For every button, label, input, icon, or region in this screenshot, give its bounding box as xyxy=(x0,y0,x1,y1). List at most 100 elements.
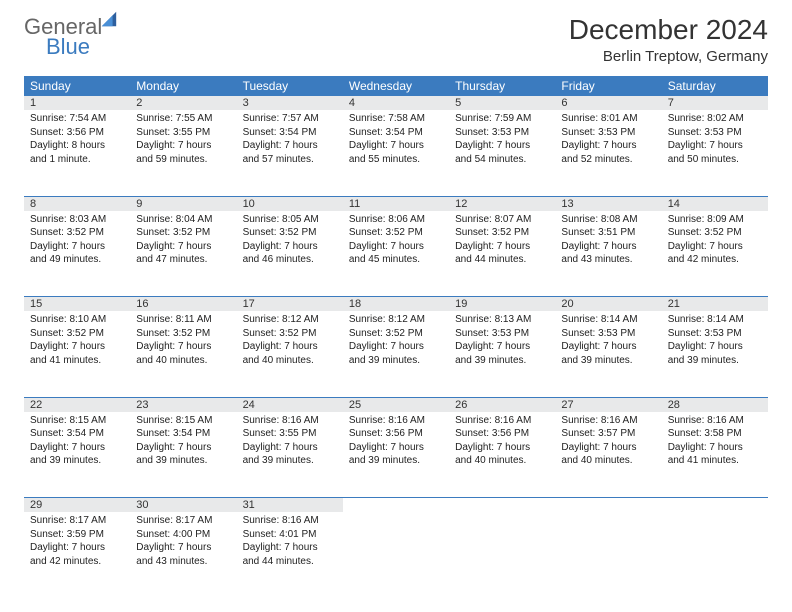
day-number: 25 xyxy=(343,397,449,412)
day-details: Sunrise: 8:04 AMSunset: 3:52 PMDaylight:… xyxy=(132,211,234,267)
day-number: 12 xyxy=(449,196,555,211)
day-cell: Sunrise: 8:03 AMSunset: 3:52 PMDaylight:… xyxy=(24,211,130,297)
day-cell: Sunrise: 8:09 AMSunset: 3:52 PMDaylight:… xyxy=(662,211,768,297)
day-details: Sunrise: 8:02 AMSunset: 3:53 PMDaylight:… xyxy=(664,110,766,166)
day-number: 29 xyxy=(24,498,130,513)
day-number: 22 xyxy=(24,397,130,412)
day-number: 11 xyxy=(343,196,449,211)
day-cell: Sunrise: 8:10 AMSunset: 3:52 PMDaylight:… xyxy=(24,311,130,397)
day-number: 16 xyxy=(130,297,236,312)
day-cell: Sunrise: 7:57 AMSunset: 3:54 PMDaylight:… xyxy=(237,110,343,196)
day-details: Sunrise: 7:55 AMSunset: 3:55 PMDaylight:… xyxy=(132,110,234,166)
day-details: Sunrise: 8:06 AMSunset: 3:52 PMDaylight:… xyxy=(345,211,447,267)
day-number: 10 xyxy=(237,196,343,211)
sail-icon xyxy=(100,10,118,28)
day-cell: Sunrise: 8:16 AMSunset: 3:57 PMDaylight:… xyxy=(555,412,661,498)
weekday-header: Tuesday xyxy=(237,76,343,96)
day-details: Sunrise: 7:54 AMSunset: 3:56 PMDaylight:… xyxy=(26,110,128,166)
page-subtitle: Berlin Treptow, Germany xyxy=(569,48,768,65)
daynum-row: 891011121314 xyxy=(24,196,768,211)
day-number: 1 xyxy=(24,96,130,110)
weekday-header: Sunday xyxy=(24,76,130,96)
day-number: 8 xyxy=(24,196,130,211)
page-title: December 2024 xyxy=(569,14,768,46)
day-details: Sunrise: 8:07 AMSunset: 3:52 PMDaylight:… xyxy=(451,211,553,267)
day-number: 28 xyxy=(662,397,768,412)
calendar-table: Sunday Monday Tuesday Wednesday Thursday… xyxy=(24,76,768,598)
day-number: 13 xyxy=(555,196,661,211)
daynum-row: 293031 xyxy=(24,498,768,513)
day-number: 6 xyxy=(555,96,661,110)
day-number: 2 xyxy=(130,96,236,110)
day-cell: Sunrise: 8:06 AMSunset: 3:52 PMDaylight:… xyxy=(343,211,449,297)
day-cell: Sunrise: 8:17 AMSunset: 3:59 PMDaylight:… xyxy=(24,512,130,598)
day-cell xyxy=(449,512,555,598)
day-number: 30 xyxy=(130,498,236,513)
day-cell: Sunrise: 7:59 AMSunset: 3:53 PMDaylight:… xyxy=(449,110,555,196)
day-details: Sunrise: 8:17 AMSunset: 4:00 PMDaylight:… xyxy=(132,512,234,568)
day-number: 19 xyxy=(449,297,555,312)
day-cell: Sunrise: 8:12 AMSunset: 3:52 PMDaylight:… xyxy=(343,311,449,397)
day-number: 5 xyxy=(449,96,555,110)
day-number: 3 xyxy=(237,96,343,110)
week-row: Sunrise: 8:17 AMSunset: 3:59 PMDaylight:… xyxy=(24,512,768,598)
day-number xyxy=(343,498,449,513)
day-cell: Sunrise: 8:15 AMSunset: 3:54 PMDaylight:… xyxy=(24,412,130,498)
day-cell: Sunrise: 8:17 AMSunset: 4:00 PMDaylight:… xyxy=(130,512,236,598)
day-number: 9 xyxy=(130,196,236,211)
day-details: Sunrise: 8:03 AMSunset: 3:52 PMDaylight:… xyxy=(26,211,128,267)
day-details: Sunrise: 7:57 AMSunset: 3:54 PMDaylight:… xyxy=(239,110,341,166)
day-cell: Sunrise: 8:16 AMSunset: 3:56 PMDaylight:… xyxy=(343,412,449,498)
week-row: Sunrise: 7:54 AMSunset: 3:56 PMDaylight:… xyxy=(24,110,768,196)
day-cell: Sunrise: 8:08 AMSunset: 3:51 PMDaylight:… xyxy=(555,211,661,297)
day-number xyxy=(662,498,768,513)
day-details: Sunrise: 8:15 AMSunset: 3:54 PMDaylight:… xyxy=(132,412,234,468)
day-details: Sunrise: 8:10 AMSunset: 3:52 PMDaylight:… xyxy=(26,311,128,367)
day-number xyxy=(555,498,661,513)
day-cell xyxy=(555,512,661,598)
day-number: 27 xyxy=(555,397,661,412)
weekday-header: Monday xyxy=(130,76,236,96)
day-number: 4 xyxy=(343,96,449,110)
daynum-row: 1234567 xyxy=(24,96,768,110)
day-cell: Sunrise: 7:58 AMSunset: 3:54 PMDaylight:… xyxy=(343,110,449,196)
day-details: Sunrise: 8:13 AMSunset: 3:53 PMDaylight:… xyxy=(451,311,553,367)
day-cell xyxy=(662,512,768,598)
page-header: General Blue December 2024 Berlin Trepto… xyxy=(24,14,768,66)
day-number: 31 xyxy=(237,498,343,513)
title-block: December 2024 Berlin Treptow, Germany xyxy=(569,14,768,65)
day-cell: Sunrise: 8:07 AMSunset: 3:52 PMDaylight:… xyxy=(449,211,555,297)
day-cell: Sunrise: 8:14 AMSunset: 3:53 PMDaylight:… xyxy=(662,311,768,397)
day-cell: Sunrise: 7:55 AMSunset: 3:55 PMDaylight:… xyxy=(130,110,236,196)
day-number xyxy=(449,498,555,513)
day-number: 7 xyxy=(662,96,768,110)
day-cell: Sunrise: 8:16 AMSunset: 3:58 PMDaylight:… xyxy=(662,412,768,498)
weekday-header: Thursday xyxy=(449,76,555,96)
day-cell: Sunrise: 8:05 AMSunset: 3:52 PMDaylight:… xyxy=(237,211,343,297)
day-details: Sunrise: 8:01 AMSunset: 3:53 PMDaylight:… xyxy=(557,110,659,166)
day-number: 18 xyxy=(343,297,449,312)
day-cell xyxy=(343,512,449,598)
brand-blue: Blue xyxy=(46,34,90,59)
day-details: Sunrise: 8:09 AMSunset: 3:52 PMDaylight:… xyxy=(664,211,766,267)
weekday-header: Wednesday xyxy=(343,76,449,96)
day-details: Sunrise: 8:16 AMSunset: 3:57 PMDaylight:… xyxy=(557,412,659,468)
day-cell: Sunrise: 7:54 AMSunset: 3:56 PMDaylight:… xyxy=(24,110,130,196)
day-cell: Sunrise: 8:12 AMSunset: 3:52 PMDaylight:… xyxy=(237,311,343,397)
weekday-header: Friday xyxy=(555,76,661,96)
day-details: Sunrise: 8:12 AMSunset: 3:52 PMDaylight:… xyxy=(239,311,341,367)
day-details: Sunrise: 7:58 AMSunset: 3:54 PMDaylight:… xyxy=(345,110,447,166)
day-cell: Sunrise: 8:11 AMSunset: 3:52 PMDaylight:… xyxy=(130,311,236,397)
day-details: Sunrise: 8:05 AMSunset: 3:52 PMDaylight:… xyxy=(239,211,341,267)
day-number: 14 xyxy=(662,196,768,211)
day-number: 26 xyxy=(449,397,555,412)
day-number: 20 xyxy=(555,297,661,312)
day-cell: Sunrise: 8:13 AMSunset: 3:53 PMDaylight:… xyxy=(449,311,555,397)
day-details: Sunrise: 8:14 AMSunset: 3:53 PMDaylight:… xyxy=(557,311,659,367)
week-row: Sunrise: 8:10 AMSunset: 3:52 PMDaylight:… xyxy=(24,311,768,397)
day-details: Sunrise: 8:17 AMSunset: 3:59 PMDaylight:… xyxy=(26,512,128,568)
day-number: 23 xyxy=(130,397,236,412)
daynum-row: 22232425262728 xyxy=(24,397,768,412)
day-number: 17 xyxy=(237,297,343,312)
day-details: Sunrise: 8:16 AMSunset: 3:55 PMDaylight:… xyxy=(239,412,341,468)
